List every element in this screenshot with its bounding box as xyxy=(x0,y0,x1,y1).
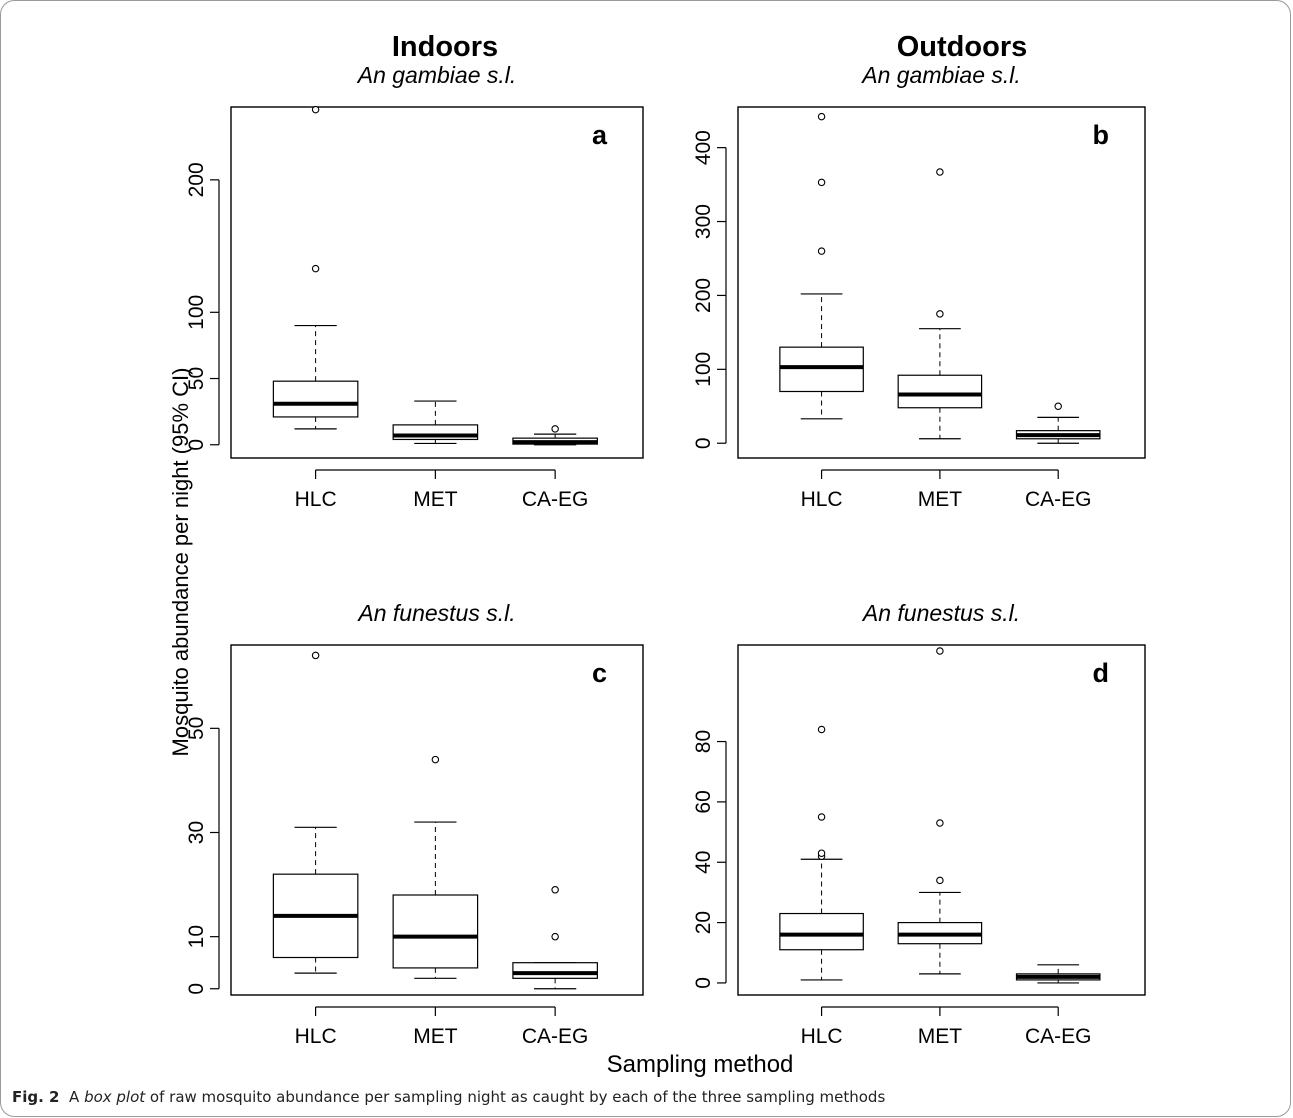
x-tick-label-c-ca-eg: CA-EG xyxy=(522,1025,589,1048)
y-tick-label-d-60: 60 xyxy=(692,790,715,813)
outlier-d-hlc-2 xyxy=(817,813,826,821)
box-b-met xyxy=(897,374,983,409)
outlier-d-met-2 xyxy=(936,647,944,655)
y-tick-label-d-40: 40 xyxy=(692,851,715,874)
box-d-hlc xyxy=(779,912,864,951)
panel-c: An funestus s.l. c 0 10 30 50 HLC MET CA-EG xyxy=(185,600,644,1048)
caption-text: of raw mosquito abundance per sampling n… xyxy=(145,1088,886,1106)
panel-d: An funestus s.l. d 0 20 40 60 80 HLC MET CA-EG xyxy=(692,600,1146,1048)
y-tick-label-b-400: 400 xyxy=(692,130,715,165)
outlier-d-hlc-3 xyxy=(817,725,826,734)
outlier-b-hlc-2 xyxy=(817,112,826,121)
y-tick-label-c-0: 0 xyxy=(185,983,208,995)
x-tick-label-d-ca-eg: CA-EG xyxy=(1025,1025,1092,1048)
outlier-b-met-0 xyxy=(936,310,944,318)
outlier-d-hlc-1 xyxy=(817,849,826,857)
y-tick-label-a-100: 100 xyxy=(185,295,208,330)
outlier-d-met-0 xyxy=(936,876,944,885)
panel-letter-d: d xyxy=(1093,658,1110,688)
y-tick-label-a-200: 200 xyxy=(185,162,208,197)
outlier-d-met-1 xyxy=(936,819,944,827)
outlier-a-hlc-1 xyxy=(311,105,320,114)
panel-subtitle-a: An gambiae s.l. xyxy=(356,62,517,88)
y-tick-label-c-50: 50 xyxy=(185,717,208,740)
panel-letter-c: c xyxy=(592,658,607,688)
panel-subtitle-b: An gambiae s.l. xyxy=(860,62,1021,88)
y-tick-label-a-0: 0 xyxy=(185,439,208,451)
x-tick-label-a-ca-eg: CA-EG xyxy=(522,488,589,511)
y-tick-label-b-0: 0 xyxy=(692,437,715,449)
panel-subtitle-d: An funestus s.l. xyxy=(861,600,1020,626)
figure-caption: Fig. 2 A box plot of raw mosquito abunda… xyxy=(12,1088,885,1106)
panel-letter-b: b xyxy=(1093,120,1110,150)
x-tick-label-d-met: MET xyxy=(918,1025,963,1048)
box-a-hlc xyxy=(272,380,359,418)
box-c-ca-eg xyxy=(512,962,598,979)
outlier-c-ca-eg-1 xyxy=(551,886,559,894)
panel-subtitle-c: An funestus s.l. xyxy=(356,600,515,626)
plot-frame-b xyxy=(737,106,1146,459)
column-title-indoors: Indoors xyxy=(392,31,498,63)
panel-b: An gambiae s.l. b 0 100 200 300 400 HLC MET CA-EG xyxy=(692,62,1146,511)
caption-emphasis: box plot xyxy=(84,1088,146,1106)
box-c-met xyxy=(392,894,479,969)
y-tick-label-d-80: 80 xyxy=(692,730,715,753)
panel-a: An gambiae s.l. a 0 50 100 200 HLC MET CA-EG xyxy=(185,62,644,511)
y-tick-label-a-50: 50 xyxy=(185,367,208,390)
x-tick-label-c-hlc: HLC xyxy=(295,1025,337,1048)
y-tick-label-d-20: 20 xyxy=(692,911,715,934)
outlier-b-hlc-0 xyxy=(817,247,826,255)
plot-frame-d xyxy=(737,644,1146,996)
outlier-b-met-1 xyxy=(936,168,944,176)
x-axis-label: Sampling method xyxy=(607,1051,794,1078)
y-tick-label-b-300: 300 xyxy=(692,204,715,239)
outlier-c-met-0 xyxy=(431,755,440,764)
y-axis-label: Mosquito abundance per night (95% CI) xyxy=(168,368,193,757)
outlier-a-hlc-0 xyxy=(311,264,320,273)
x-tick-label-c-met: MET xyxy=(413,1025,458,1048)
caption-label: Fig. 2 xyxy=(12,1088,60,1106)
outlier-c-ca-eg-0 xyxy=(551,932,559,941)
x-tick-label-a-hlc: HLC xyxy=(295,488,337,511)
x-tick-label-b-hlc: HLC xyxy=(801,488,843,511)
x-tick-label-d-hlc: HLC xyxy=(801,1025,843,1048)
outlier-b-hlc-1 xyxy=(817,178,826,187)
y-tick-label-d-0: 0 xyxy=(692,977,715,989)
x-tick-label-b-ca-eg: CA-EG xyxy=(1025,488,1092,511)
caption-prefix: A xyxy=(69,1088,85,1106)
box-b-hlc xyxy=(779,346,864,393)
y-tick-label-b-200: 200 xyxy=(692,278,715,313)
x-tick-label-a-met: MET xyxy=(413,488,458,511)
y-tick-label-b-100: 100 xyxy=(692,352,715,387)
x-tick-label-b-met: MET xyxy=(918,488,963,511)
plot-frame-c xyxy=(230,644,644,996)
plot-frame-a xyxy=(230,106,644,459)
outlier-a-ca-eg-0 xyxy=(551,425,559,433)
column-title-outdoors: Outdoors xyxy=(897,31,1028,63)
outlier-b-ca-eg-0 xyxy=(1054,402,1062,411)
outlier-c-hlc-0 xyxy=(311,651,320,660)
y-tick-label-c-30: 30 xyxy=(185,821,208,844)
panel-letter-a: a xyxy=(592,120,608,150)
y-tick-label-c-10: 10 xyxy=(185,925,208,948)
